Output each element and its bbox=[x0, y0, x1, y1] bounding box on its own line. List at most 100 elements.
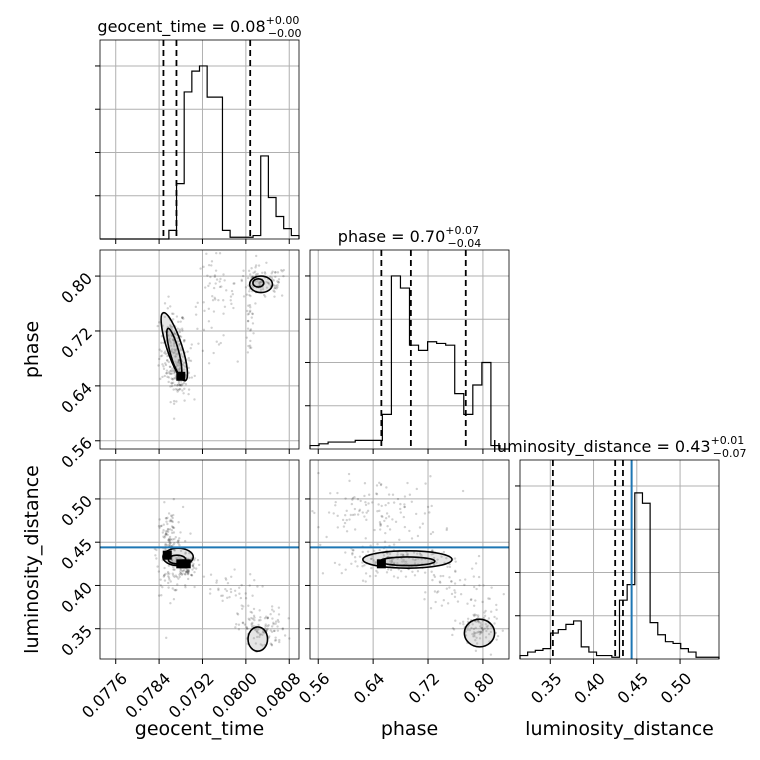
sample-point bbox=[170, 531, 174, 535]
sample-point bbox=[169, 580, 172, 583]
sample-point bbox=[396, 562, 399, 565]
sample-point bbox=[448, 576, 451, 579]
sample-point bbox=[169, 400, 172, 404]
sample-point bbox=[246, 327, 250, 330]
sample-point bbox=[404, 575, 408, 578]
sample-point bbox=[475, 614, 478, 617]
hist-panel-luminosity_distance: 0.35 0.40 0.45 0.50 luminosity_distance = 0.… bbox=[492, 434, 746, 708]
sample-point bbox=[441, 574, 445, 578]
sample-point bbox=[168, 541, 171, 544]
sample-point bbox=[164, 362, 167, 365]
sample-point bbox=[375, 492, 378, 495]
sample-point bbox=[430, 570, 433, 573]
sample-point bbox=[351, 498, 354, 501]
sample-point bbox=[386, 552, 389, 555]
sample-point bbox=[353, 495, 356, 499]
sample-point bbox=[175, 364, 179, 367]
sample-point bbox=[254, 280, 257, 283]
sample-point bbox=[188, 376, 191, 379]
grid bbox=[310, 460, 509, 659]
sample-point bbox=[234, 626, 237, 629]
sample-point bbox=[174, 348, 177, 352]
sample-point bbox=[167, 575, 170, 578]
x-tick-label: 0.0800 bbox=[208, 669, 261, 722]
sample-point bbox=[273, 295, 276, 298]
sample-point bbox=[177, 359, 181, 362]
sample-point bbox=[265, 286, 269, 289]
sample-point bbox=[177, 383, 180, 386]
sample-point bbox=[226, 596, 229, 600]
sample-point bbox=[190, 343, 193, 346]
sample-point bbox=[168, 528, 172, 531]
sample-point bbox=[410, 500, 414, 503]
sample-point bbox=[399, 553, 403, 556]
sample-point bbox=[184, 552, 187, 555]
sample-point bbox=[210, 326, 213, 329]
sample-point bbox=[179, 531, 182, 534]
sample-point bbox=[364, 580, 367, 583]
sample-point bbox=[187, 572, 190, 575]
sample-point bbox=[487, 597, 490, 600]
sample-point bbox=[167, 380, 170, 384]
sample-point bbox=[170, 372, 174, 375]
sample-point bbox=[193, 570, 196, 574]
sample-point bbox=[263, 271, 267, 274]
contour bbox=[248, 275, 274, 294]
sample-point bbox=[174, 559, 177, 562]
sample-point bbox=[250, 611, 254, 614]
sample-point bbox=[165, 533, 168, 536]
sample-point bbox=[238, 586, 241, 589]
scatter-panel-phase_luminosity_distance: 0.56 0.64 0.72 0.80 bbox=[295, 459, 510, 708]
sample-point bbox=[321, 572, 325, 575]
panel-content bbox=[153, 498, 291, 654]
sample-point bbox=[160, 594, 163, 597]
x-axis-title-geocent_time: geocent_time bbox=[135, 718, 264, 740]
sample-point bbox=[445, 528, 448, 532]
sample-point bbox=[257, 619, 261, 622]
sample-point bbox=[167, 295, 170, 298]
x-tick-label: 0.0784 bbox=[121, 669, 174, 722]
sample-point bbox=[169, 602, 172, 605]
sample-point bbox=[249, 346, 253, 349]
sample-point bbox=[172, 318, 175, 321]
sample-point bbox=[245, 627, 249, 630]
sample-point bbox=[354, 560, 357, 563]
sample-point bbox=[157, 594, 161, 597]
sample-point bbox=[176, 360, 180, 364]
sample-point bbox=[156, 565, 159, 568]
sample-point bbox=[223, 279, 226, 282]
sample-point bbox=[477, 621, 481, 624]
sample-point bbox=[181, 389, 184, 392]
sample-point bbox=[156, 324, 159, 328]
sample-point bbox=[196, 327, 199, 331]
sample-point bbox=[192, 566, 196, 570]
sample-point bbox=[433, 590, 437, 593]
sample-point bbox=[162, 535, 165, 538]
sample-point bbox=[193, 558, 196, 562]
sample-point bbox=[162, 365, 165, 368]
sample-point bbox=[187, 371, 191, 375]
sample-point bbox=[241, 274, 245, 278]
sample-point bbox=[166, 522, 169, 526]
sample-point bbox=[259, 633, 262, 636]
sample-point bbox=[471, 623, 474, 626]
sample-point bbox=[446, 602, 450, 605]
sample-point bbox=[170, 348, 174, 351]
sample-point bbox=[479, 630, 483, 633]
sample-point bbox=[252, 614, 256, 618]
sample-point bbox=[414, 512, 418, 516]
sample-point bbox=[392, 501, 396, 504]
sample-point bbox=[237, 628, 241, 631]
sample-point bbox=[435, 561, 438, 564]
sample-point bbox=[378, 549, 381, 552]
sample-point bbox=[311, 509, 314, 513]
sample-point bbox=[164, 530, 167, 533]
sample-point bbox=[484, 623, 488, 626]
sample-point bbox=[252, 636, 256, 640]
sample-point bbox=[172, 513, 175, 517]
sample-point bbox=[496, 634, 500, 638]
sample-point bbox=[209, 573, 213, 576]
sample-point bbox=[391, 493, 395, 496]
sample-point bbox=[470, 626, 473, 630]
sample-point bbox=[170, 325, 173, 328]
